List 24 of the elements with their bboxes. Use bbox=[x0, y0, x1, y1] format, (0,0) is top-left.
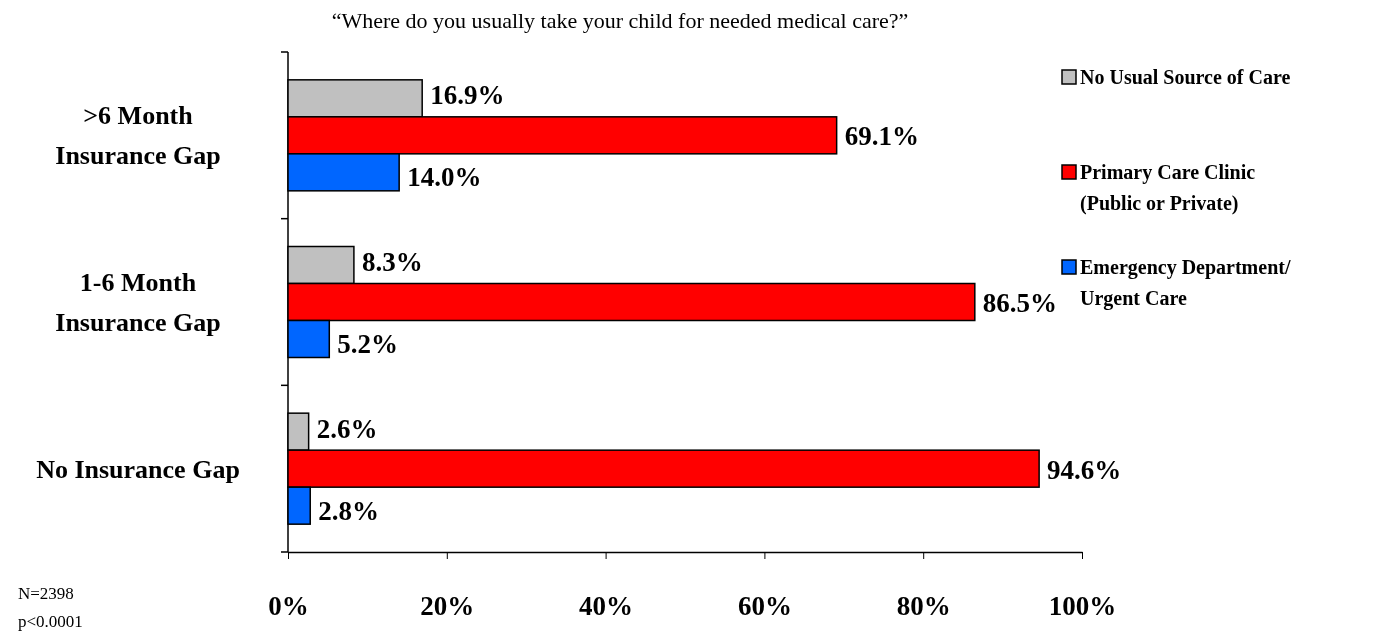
data-label: 2.8% bbox=[318, 495, 379, 526]
data-label: 14.0% bbox=[407, 162, 482, 193]
y-tick-label: No Insurance Gap bbox=[36, 454, 240, 484]
data-label: 16.9% bbox=[430, 80, 505, 111]
data-label: 8.3% bbox=[361, 247, 423, 277]
chart-title: “Where do you usually take your child for needed medical care?” bbox=[331, 8, 909, 33]
text: N=2398 bbox=[18, 584, 74, 603]
data-label: 69.1% bbox=[844, 121, 919, 152]
data-label: 94.6% bbox=[1047, 454, 1122, 485]
y-tick-label: >6 Month Insurance Gap bbox=[55, 101, 221, 171]
x-tick-label: 100% bbox=[1048, 591, 1117, 621]
x-tick-label: 20% bbox=[420, 591, 475, 621]
data-label: 86.5% bbox=[982, 288, 1058, 318]
legend-label: Primary Care Clinic (Public or Private) bbox=[1080, 161, 1256, 215]
legend-label: Emergency Department/ Urgent Care bbox=[1080, 256, 1291, 310]
x-tick-label: 0% bbox=[268, 591, 309, 621]
data-label: 5.2% bbox=[337, 329, 399, 359]
x-tick-label: 80% bbox=[896, 591, 951, 621]
legend-label: No Usual Source of Care bbox=[1080, 66, 1291, 88]
x-tick-label: 40% bbox=[579, 591, 634, 621]
data-label: 2.6% bbox=[316, 413, 378, 444]
text: p<0.0001 bbox=[18, 612, 83, 631]
x-tick-label: 60% bbox=[737, 591, 792, 621]
y-tick-label: 1-6 Month Insurance Gap bbox=[55, 268, 221, 337]
